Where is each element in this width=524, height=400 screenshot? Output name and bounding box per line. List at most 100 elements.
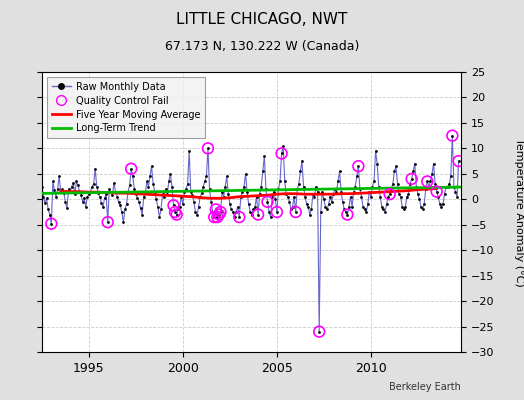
Point: [35, 177, 43, 183]
Point: [68, 183, 76, 190]
Point: [442, 183, 450, 190]
Point: [182, 186, 190, 192]
Point: [454, 158, 463, 164]
Point: [351, 183, 359, 190]
Point: [253, 194, 261, 200]
Point: [213, 214, 222, 220]
Point: [392, 163, 400, 169]
Point: [64, 186, 73, 192]
Point: [406, 181, 414, 187]
Point: [383, 201, 391, 208]
Point: [209, 209, 217, 215]
Point: [372, 148, 380, 154]
Point: [49, 178, 57, 185]
Point: [398, 204, 407, 210]
Point: [47, 220, 56, 227]
Point: [418, 206, 427, 213]
Point: [291, 209, 300, 215]
Point: [451, 188, 460, 195]
Point: [130, 186, 138, 192]
Point: [155, 214, 163, 220]
Point: [133, 195, 141, 202]
Point: [158, 191, 167, 197]
Point: [127, 166, 135, 172]
Point: [166, 171, 174, 177]
Point: [309, 191, 317, 197]
Point: [359, 204, 367, 210]
Point: [136, 205, 145, 212]
Point: [266, 214, 275, 220]
Point: [305, 211, 314, 218]
Point: [143, 178, 151, 185]
Point: [368, 183, 377, 190]
Point: [224, 191, 233, 197]
Point: [379, 206, 388, 213]
Point: [299, 183, 308, 190]
Point: [235, 214, 244, 220]
Point: [91, 166, 100, 172]
Point: [121, 206, 129, 213]
Point: [207, 199, 215, 205]
Point: [232, 209, 241, 215]
Point: [381, 209, 389, 215]
Point: [168, 183, 176, 190]
Point: [429, 160, 438, 167]
Point: [216, 209, 225, 215]
Point: [450, 183, 458, 190]
Point: [348, 204, 356, 210]
Point: [337, 188, 345, 195]
Point: [428, 171, 436, 177]
Point: [149, 181, 157, 187]
Point: [216, 209, 225, 215]
Point: [50, 187, 59, 193]
Point: [277, 150, 286, 157]
Point: [362, 209, 370, 215]
Text: Berkeley Earth: Berkeley Earth: [389, 382, 461, 392]
Point: [210, 214, 219, 220]
Point: [77, 192, 85, 198]
Point: [74, 182, 82, 188]
Point: [328, 199, 336, 205]
Point: [88, 183, 96, 190]
Point: [313, 188, 322, 195]
Point: [60, 190, 68, 196]
Point: [356, 186, 364, 192]
Point: [432, 188, 441, 195]
Point: [52, 194, 60, 200]
Point: [57, 188, 65, 195]
Point: [229, 209, 237, 215]
Point: [127, 166, 135, 172]
Point: [237, 194, 245, 200]
Point: [401, 204, 410, 210]
Point: [132, 191, 140, 197]
Point: [315, 328, 323, 335]
Point: [193, 211, 201, 218]
Point: [227, 206, 236, 213]
Point: [272, 209, 281, 215]
Point: [205, 186, 214, 192]
Point: [112, 188, 120, 195]
Point: [144, 183, 152, 190]
Point: [128, 173, 137, 180]
Point: [220, 194, 228, 200]
Point: [302, 201, 311, 208]
Point: [191, 209, 200, 215]
Point: [201, 178, 209, 185]
Point: [135, 199, 143, 205]
Point: [104, 219, 112, 225]
Point: [288, 204, 297, 210]
Point: [212, 206, 220, 213]
Point: [96, 194, 104, 200]
Point: [185, 148, 193, 154]
Point: [397, 194, 405, 200]
Point: [280, 178, 289, 185]
Point: [323, 206, 331, 213]
Point: [42, 194, 51, 201]
Point: [291, 209, 300, 215]
Point: [343, 211, 352, 218]
Point: [235, 214, 244, 220]
Point: [395, 191, 403, 197]
Point: [386, 191, 394, 197]
Point: [346, 194, 355, 200]
Point: [373, 160, 381, 167]
